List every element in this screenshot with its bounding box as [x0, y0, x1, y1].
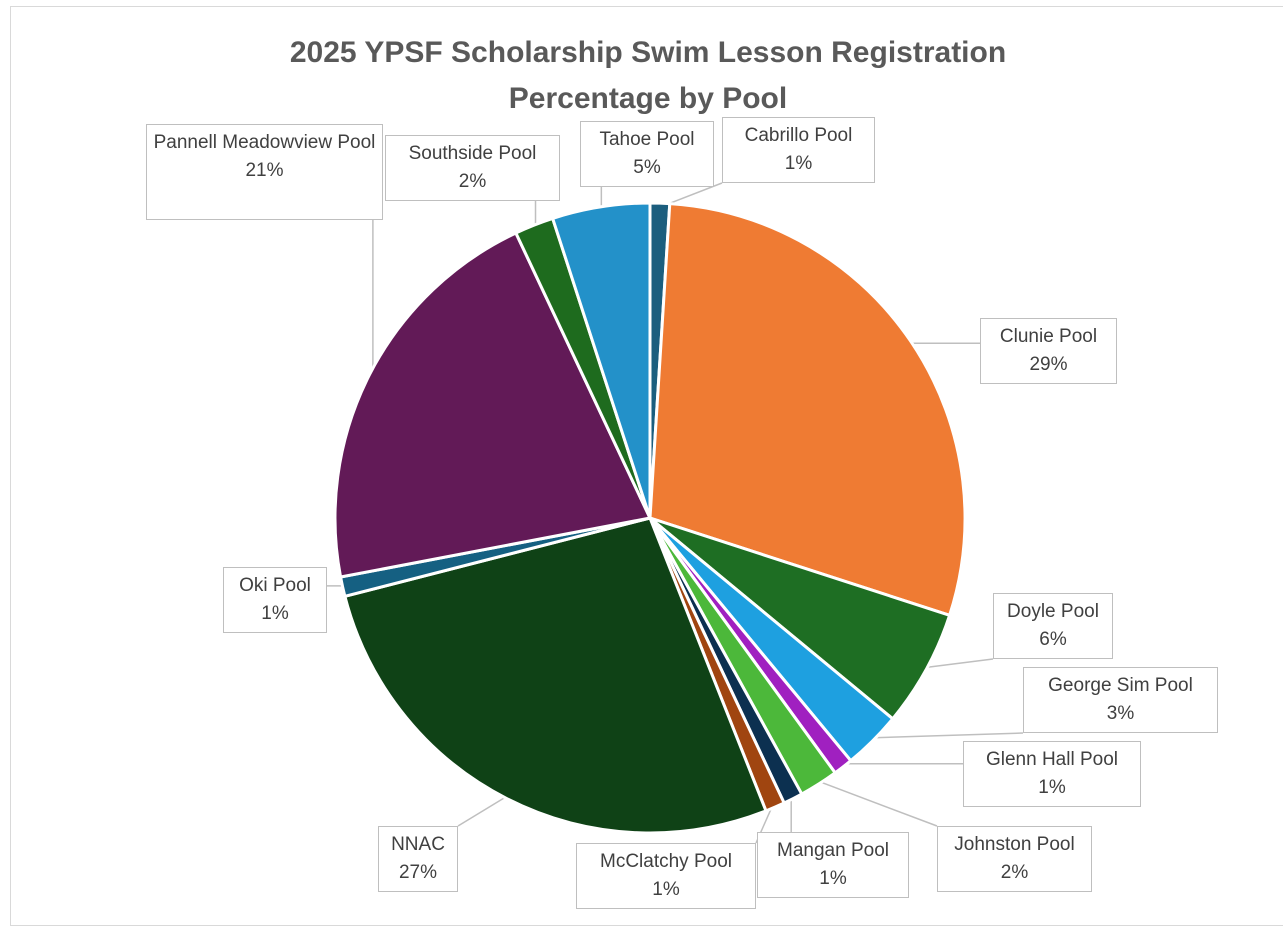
label-value: 6% [1039, 629, 1067, 650]
label-value: 2% [1000, 862, 1029, 883]
label-name: Glenn Hall Pool [985, 749, 1119, 770]
pie-slice [648, 516, 952, 721]
data-label: Johnston Pool 2% [937, 826, 1092, 892]
label-name: Tahoe Pool [599, 129, 695, 150]
label-value: 1% [1038, 777, 1066, 798]
leader-lines [327, 182, 1024, 844]
label-name: Mangan Pool [777, 840, 889, 861]
data-label: Pannell Meadowview Pool 21% [146, 124, 383, 220]
data-label: Tahoe Pool 5% [580, 121, 714, 187]
label-name: Johnston Pool [954, 834, 1075, 855]
label-name: Pannell Meadowview Pool [153, 132, 376, 153]
label-value: 5% [633, 157, 661, 178]
label-value: 1% [652, 879, 680, 900]
data-label: Oki Pool 1% [223, 567, 327, 633]
label-value: 21% [245, 160, 284, 181]
label-value: 3% [1106, 703, 1135, 724]
label-name: Oki Pool [239, 575, 311, 596]
label-value: 1% [261, 603, 289, 624]
label-value: 1% [819, 868, 847, 889]
data-label: Mangan Pool 1% [757, 832, 909, 898]
leader-line [922, 658, 994, 669]
leader-line [816, 779, 938, 827]
label-name: NNAC [391, 834, 445, 855]
leader-line [457, 794, 510, 827]
data-label: Southside Pool 2% [385, 135, 560, 201]
label-name: Doyle Pool [1007, 601, 1099, 622]
label-name: Southside Pool [408, 143, 537, 164]
data-label: Doyle Pool 6% [993, 593, 1113, 659]
data-label: Glenn Hall Pool 1% [963, 741, 1141, 807]
label-value: 29% [1029, 354, 1068, 375]
label-name: Cabrillo Pool [744, 125, 853, 146]
leader-line [869, 732, 1024, 739]
label-value: 2% [458, 171, 487, 192]
data-label: Cabrillo Pool 1% [722, 117, 875, 183]
pie-slice [343, 516, 768, 835]
data-label: Clunie Pool 29% [980, 318, 1117, 384]
label-name: Clunie Pool [999, 326, 1098, 347]
label-value: 27% [398, 862, 438, 883]
data-label: NNAC 27% [378, 826, 458, 892]
chart-title: 2025 YPSF Scholarship Swim Lesson Regist… [289, 36, 1007, 115]
data-label: McClatchy Pool 1% [576, 843, 756, 909]
label-name: George Sim Pool [1048, 675, 1193, 696]
pie-slice [648, 202, 967, 617]
label-name: McClatchy Pool [600, 851, 732, 872]
label-value: 1% [784, 153, 813, 174]
pie-slice [333, 231, 652, 579]
data-label: George Sim Pool 3% [1023, 667, 1218, 733]
pie-slice [551, 201, 652, 520]
